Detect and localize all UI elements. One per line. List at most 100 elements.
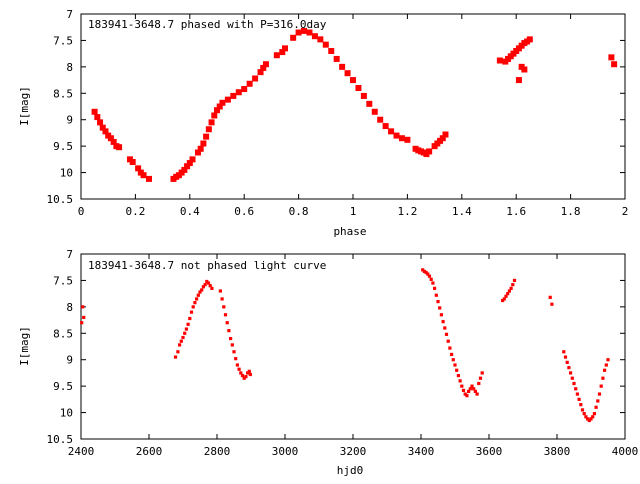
data-point (450, 352, 454, 357)
data-point (208, 119, 215, 126)
data-point (224, 96, 231, 103)
data-point (611, 61, 618, 68)
data-point (181, 335, 185, 340)
data-point (200, 288, 204, 292)
data-point (461, 388, 466, 392)
data-point (458, 379, 462, 383)
data-point (468, 387, 472, 391)
data-point (404, 136, 411, 143)
data-point (322, 41, 329, 48)
y-tick-label: 7 (66, 8, 73, 21)
data-point (240, 373, 245, 378)
data-point (81, 305, 85, 309)
data-point (515, 77, 522, 84)
data-point (210, 286, 214, 290)
data-point (472, 387, 476, 391)
data-point (110, 138, 117, 145)
data-point (565, 360, 569, 364)
data-point (247, 369, 251, 373)
data-point (301, 27, 308, 34)
y-tick-label: 7.5 (53, 34, 73, 47)
data-point (189, 156, 196, 163)
data-point (178, 343, 182, 347)
data-point (214, 107, 220, 114)
data-point (227, 329, 231, 333)
data-point (211, 112, 218, 119)
data-point (448, 346, 452, 350)
data-point (230, 343, 234, 347)
x-tick-label: 3400 (408, 445, 435, 458)
x-tick-label: 0.6 (234, 205, 254, 218)
data-point (99, 124, 106, 131)
data-point (173, 355, 178, 359)
chart-title: 183941-3648.7 phased with P=316.0day (88, 18, 327, 31)
data-point (311, 33, 318, 40)
data-point (463, 392, 467, 396)
data-point (509, 286, 513, 290)
data-point (234, 357, 238, 361)
data-point (438, 306, 442, 310)
data-point (424, 270, 428, 275)
plot-frame (80, 253, 626, 440)
data-point (80, 321, 84, 325)
data-point (511, 283, 515, 287)
data-point (344, 70, 351, 77)
y-axis-label: I[mag] (18, 326, 31, 366)
x-tick-label: 1.8 (561, 205, 581, 218)
data-point (260, 64, 267, 71)
data-point (205, 126, 212, 133)
data-point (382, 123, 389, 130)
data-point (393, 132, 400, 139)
data-point (350, 77, 356, 84)
data-point (129, 159, 136, 165)
data-point (377, 116, 384, 123)
data-point (439, 313, 443, 317)
data-point (470, 384, 474, 388)
data-point (306, 29, 313, 36)
data-point (222, 305, 226, 309)
data-point (273, 52, 280, 59)
y-tick-label: 8 (66, 61, 73, 74)
data-point (601, 376, 605, 380)
y-tick-label: 8.5 (53, 87, 73, 100)
data-point (477, 381, 481, 386)
data-point (188, 316, 192, 321)
x-tick-labels: 2400 2600 2800 3000 3200 3400 3600 3800 4000 (68, 445, 639, 458)
data-point (179, 339, 183, 343)
data-point (225, 321, 229, 325)
data-point (427, 274, 432, 278)
x-tick-label: 1.6 (506, 205, 526, 218)
unphased-light-curve-panel: 2400 2600 2800 3000 3200 3400 3600 3800 4000 7 7.… (18, 248, 638, 477)
data-point (201, 285, 205, 289)
data-point (570, 376, 574, 380)
y-tick-label: 9.5 (53, 380, 73, 393)
data-point (205, 279, 209, 284)
x-tick-label: 3000 (272, 445, 299, 458)
data-point (235, 89, 242, 96)
data-point (426, 272, 430, 276)
data-points (91, 27, 618, 182)
data-point (460, 384, 464, 388)
x-tick-label: 0.4 (180, 205, 200, 218)
data-point (339, 63, 346, 70)
data-point (441, 320, 445, 324)
data-point (203, 133, 210, 140)
data-point (506, 292, 510, 296)
data-point (200, 140, 207, 147)
data-point (360, 92, 367, 99)
data-point (422, 269, 426, 274)
data-point (453, 363, 457, 367)
x-tick-label: 2800 (204, 445, 231, 458)
y-tick-label: 10 (60, 167, 73, 180)
data-point (246, 80, 253, 87)
data-point (398, 135, 405, 142)
data-point (279, 49, 286, 56)
data-point (262, 61, 269, 68)
data-point (455, 368, 459, 372)
x-tick-label: 2 (622, 205, 629, 218)
x-tick-label: 2600 (136, 445, 163, 458)
x-tick-label: 0 (78, 205, 85, 218)
data-point (290, 34, 297, 41)
data-point (443, 326, 447, 330)
data-point (567, 366, 571, 370)
